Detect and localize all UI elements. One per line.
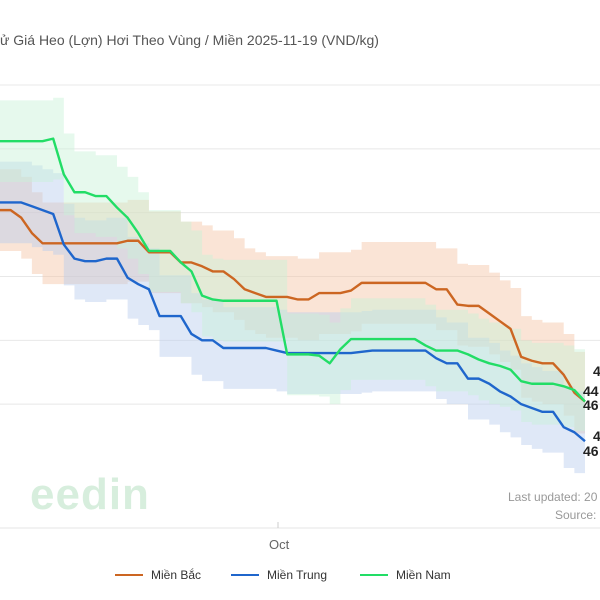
end-label-mid2: 46 — [583, 397, 599, 413]
legend-label-mien-bac: Miền Bắc — [151, 568, 202, 582]
series-line-mien-trung — [0, 201, 586, 443]
legend-swatch-mien-trung — [231, 574, 259, 576]
legend: Miền Bắc Miền Trung Miền Nam — [0, 568, 600, 588]
legend-label-mien-nam: Miền Nam — [396, 568, 451, 582]
legend-label-mien-trung: Miền Trung — [267, 568, 328, 582]
end-label-top: 4 — [593, 363, 600, 379]
series-line-mien-bac — [0, 208, 586, 403]
band-mien-bac — [0, 169, 585, 443]
legend-item-mien-bac[interactable]: Miền Bắc — [115, 568, 201, 582]
end-label-mid: 44 — [583, 383, 599, 399]
chart-title: ử Giá Heo (Lợn) Hơi Theo Vùng / Miền 202… — [0, 32, 379, 48]
legend-item-mien-trung[interactable]: Miền Trung — [231, 568, 327, 582]
source-text: Source: — [555, 508, 597, 522]
band-mien-trung — [0, 161, 585, 483]
legend-item-mien-nam[interactable]: Miền Nam — [360, 568, 451, 582]
series-line-mien-nam — [0, 137, 586, 403]
brand-watermark: eedin — [30, 470, 150, 519]
band-mien-nam — [0, 97, 585, 443]
legend-swatch-mien-nam — [360, 574, 388, 576]
x-tick-label: Oct — [269, 537, 290, 552]
last-updated-text: Last updated: 20 — [508, 490, 598, 504]
end-label-low2: 46 — [583, 443, 599, 459]
legend-swatch-mien-bac — [115, 574, 143, 576]
end-label-low: 4 — [593, 428, 600, 444]
